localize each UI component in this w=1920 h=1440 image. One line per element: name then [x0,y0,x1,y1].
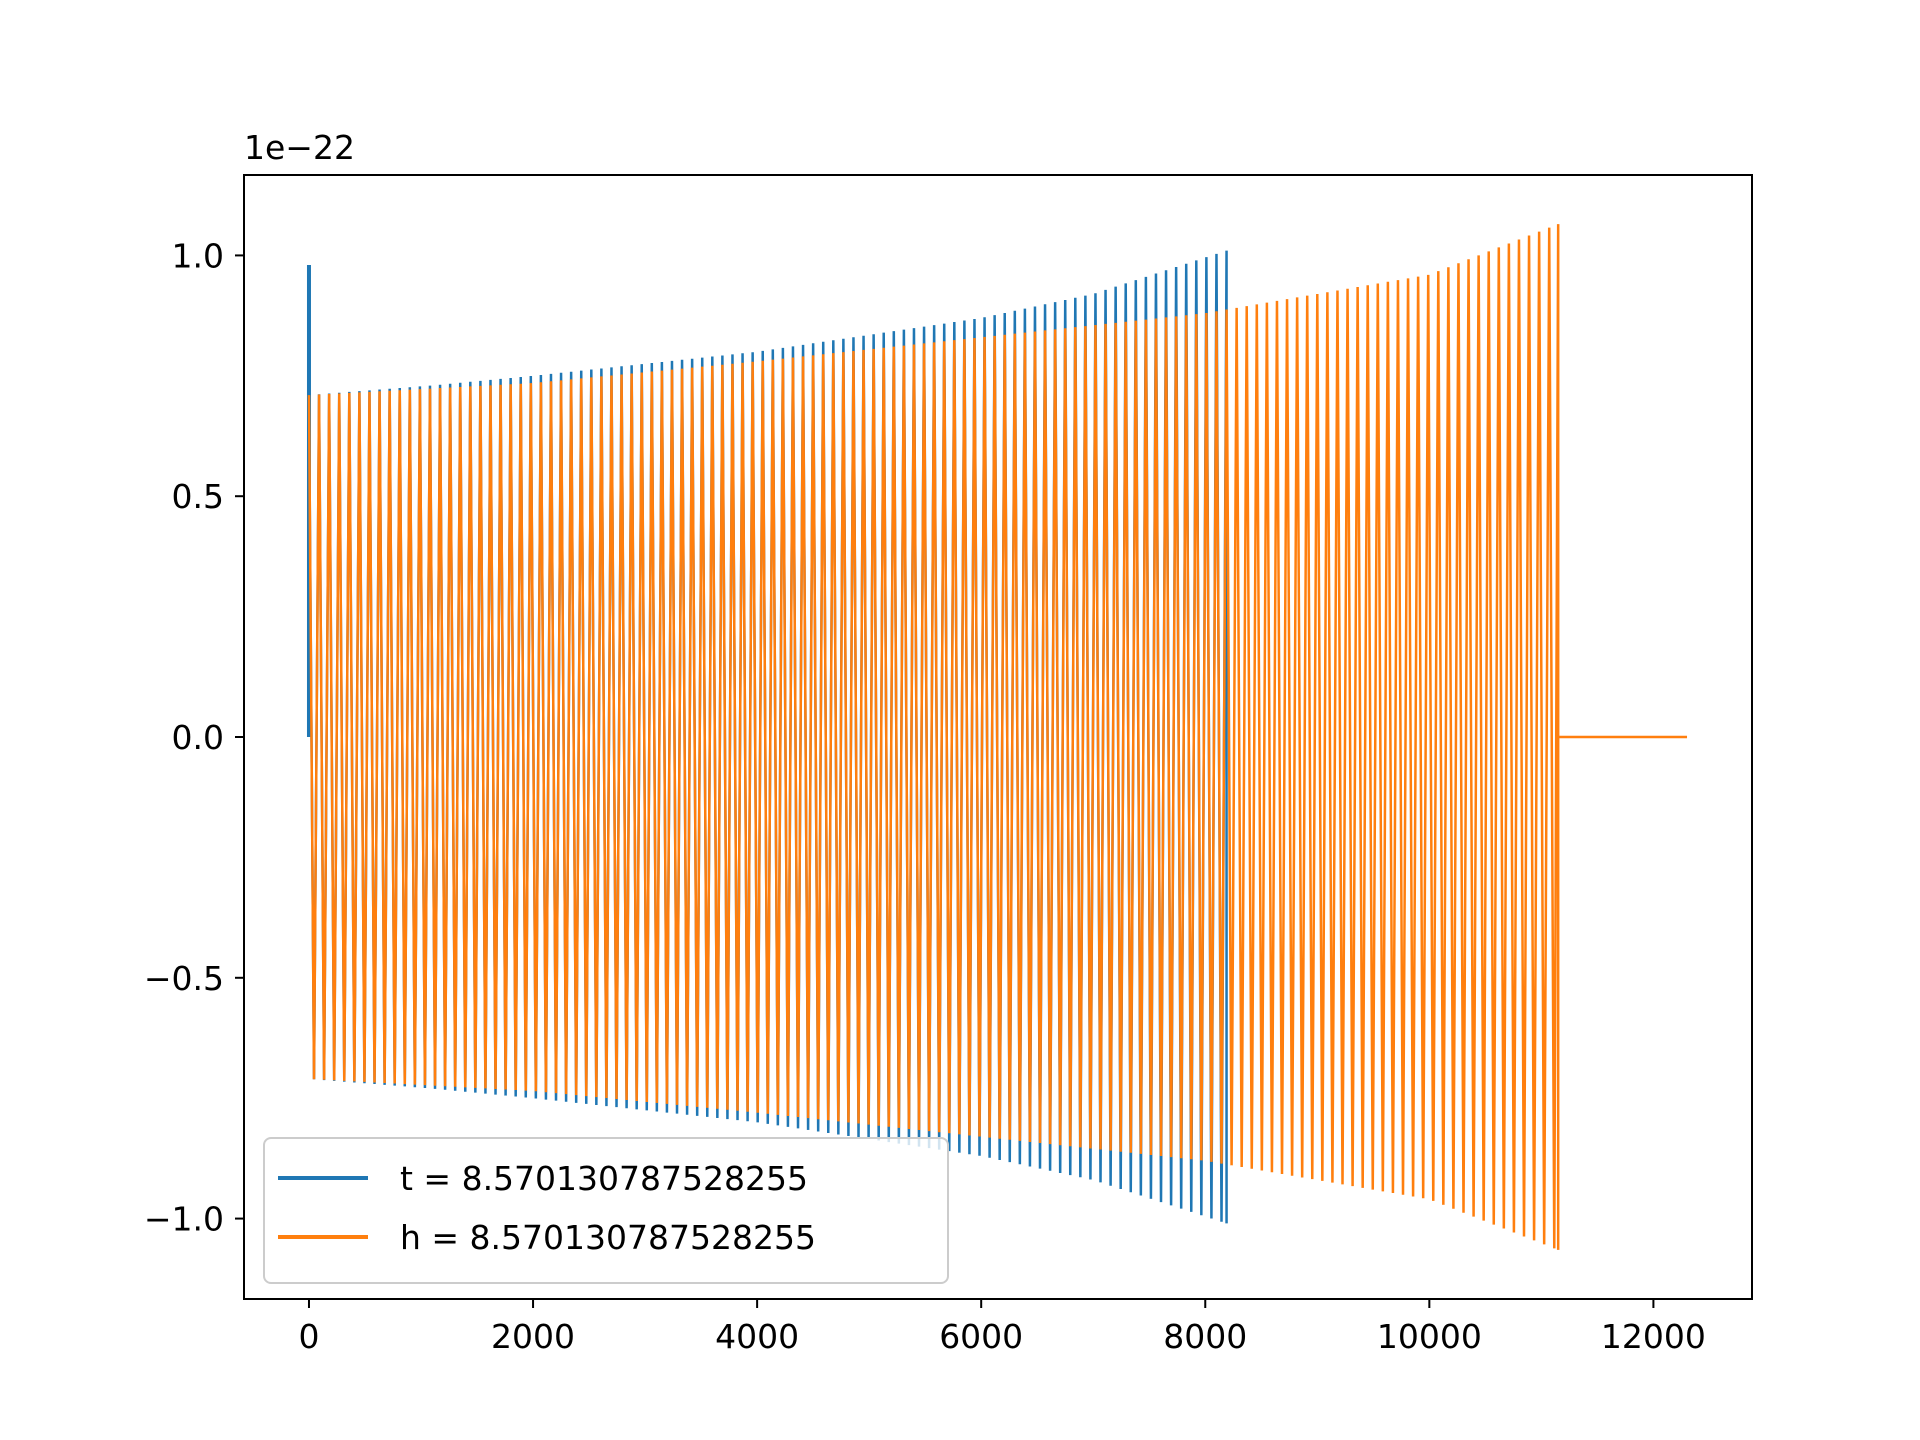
plot-area [306,224,1688,1250]
legend-label: h = 8.570130787528255 [400,1218,816,1257]
x-tick-label: 8000 [1163,1317,1247,1356]
x-tick-label: 2000 [491,1317,575,1356]
y-tick-label: 0.0 [172,718,224,757]
x-tick-label: 0 [298,1317,319,1356]
x-tick-label: 6000 [939,1317,1023,1356]
x-tick-label: 10000 [1377,1317,1482,1356]
series-line [307,224,1688,1250]
y-tick-label: 0.5 [172,477,224,516]
y-offset-label: 1e−22 [244,128,355,167]
y-tick-label: 1.0 [172,236,224,275]
y-axis: −1.0 −0.5 0.0 0.5 1.0 [144,236,244,1239]
y-tick-label: −1.0 [144,1200,224,1239]
legend-label: t = 8.570130787528255 [400,1159,808,1198]
legend-box [263,1137,949,1284]
x-tick-label: 12000 [1601,1317,1706,1356]
series-1 [307,224,1688,1250]
x-tick-label: 4000 [715,1317,799,1356]
x-axis: 0 2000 4000 6000 8000 10000 12000 [298,1299,1706,1356]
legend: t = 8.570130787528255 h = 8.5701307875282… [263,1137,949,1284]
y-tick-label: −0.5 [144,959,224,998]
legend-item: t = 8.570130787528255 [278,1159,808,1198]
legend-item: h = 8.570130787528255 [278,1218,816,1257]
